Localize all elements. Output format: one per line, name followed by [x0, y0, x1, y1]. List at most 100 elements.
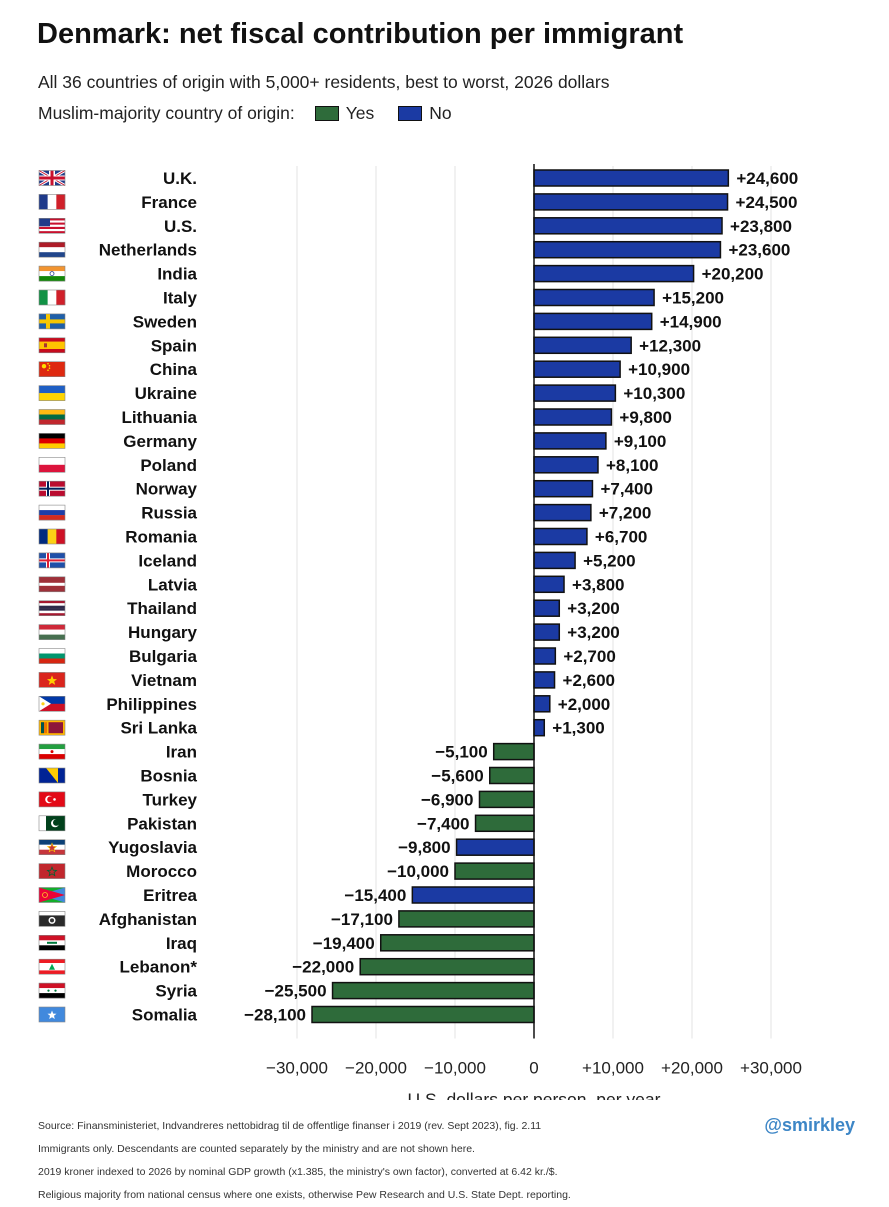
bar [398, 910, 535, 928]
value-label: +9,100 [614, 432, 666, 451]
spain-flag-icon [38, 337, 66, 354]
morocco-flag-icon [38, 863, 66, 879]
france-flag-icon [38, 194, 66, 210]
value-label: −10,000 [387, 862, 449, 881]
value-label: +20,200 [702, 265, 764, 284]
bar [533, 718, 546, 737]
value-label: −25,500 [265, 982, 327, 1001]
footer-notes: Source: Finansministeriet, Indvandreres … [38, 1115, 571, 1207]
bar [533, 456, 599, 474]
value-label: +12,300 [639, 336, 701, 355]
country-label: Poland [140, 456, 197, 475]
bar [533, 312, 653, 331]
value-label: +7,400 [600, 480, 652, 499]
footer-note-immigrants: Immigrants only. Descendants are counted… [38, 1143, 475, 1155]
sweden-flag-icon [38, 313, 66, 330]
romania-flag-icon [38, 528, 66, 545]
bar [474, 814, 535, 833]
legend: Muslim-majority country of origin: Yes N… [38, 103, 456, 124]
bulgaria-flag-icon [38, 648, 66, 664]
value-label: +23,800 [730, 217, 792, 236]
x-tick-label: −10,000 [424, 1058, 486, 1077]
country-label: Germany [123, 432, 197, 451]
value-label: +24,600 [736, 169, 798, 188]
country-label: France [141, 193, 197, 212]
country-label: Yugoslavia [108, 838, 197, 857]
bar [533, 384, 617, 402]
turkey-flag-icon [38, 791, 66, 808]
bosnia-flag-icon [38, 767, 66, 784]
bar [533, 503, 592, 522]
country-label: Norway [136, 480, 198, 499]
bar [533, 479, 594, 498]
latvia-flag-icon [38, 576, 66, 593]
value-label: +7,200 [599, 504, 651, 523]
value-label: +3,200 [567, 623, 619, 642]
country-label: Italy [163, 289, 198, 308]
eritrea-flag-icon [38, 887, 66, 903]
author-handle[interactable]: @smirkley [764, 1115, 855, 1135]
value-label: +10,900 [628, 360, 690, 379]
x-tick-label: 0 [529, 1058, 538, 1077]
country-label: Thailand [127, 599, 197, 618]
value-label: +14,900 [660, 312, 722, 331]
bar [478, 790, 535, 809]
value-label: −28,100 [244, 1006, 306, 1025]
bar [533, 671, 556, 689]
country-label: Hungary [128, 623, 198, 642]
bar [533, 240, 722, 259]
bar [533, 169, 730, 187]
country-label: Netherlands [99, 241, 197, 260]
country-label: Bulgaria [129, 647, 198, 666]
us-flag-icon [38, 217, 66, 234]
legend-no-label: No [429, 103, 452, 123]
value-label: +24,500 [736, 193, 798, 212]
norway-flag-icon [38, 480, 66, 497]
value-label: −5,100 [435, 743, 487, 762]
value-label: −17,100 [331, 910, 393, 929]
netherlands-flag-icon [38, 241, 66, 258]
yugoslavia-flag-icon [38, 839, 66, 856]
value-label: −7,400 [417, 814, 469, 833]
country-label: Iceland [138, 551, 197, 570]
x-tick-label: −30,000 [266, 1058, 328, 1077]
value-label: −22,000 [292, 958, 354, 977]
sri-lanka-flag-icon [38, 719, 66, 736]
value-label: +3,800 [572, 575, 624, 594]
syria-flag-icon [38, 982, 66, 999]
value-label: +5,200 [583, 551, 635, 570]
value-label: −6,900 [421, 790, 473, 809]
country-label: Russia [141, 504, 197, 523]
legend-label: Muslim-majority country of origin: [38, 103, 295, 123]
bar [331, 981, 535, 1000]
bar [533, 575, 565, 594]
bar [533, 264, 695, 283]
country-label: Somalia [132, 1006, 198, 1025]
country-label: Philippines [106, 695, 197, 714]
country-label: India [157, 265, 197, 284]
legend-yes-label: Yes [345, 103, 375, 123]
bar [455, 838, 535, 856]
thailand-flag-icon [38, 600, 66, 617]
value-label: +8,100 [606, 456, 658, 475]
bar [533, 288, 655, 307]
bar [533, 551, 576, 570]
country-label: Lithuania [121, 408, 197, 427]
country-label: Lebanon* [120, 958, 198, 977]
value-label: −15,400 [344, 886, 406, 905]
bar [533, 623, 561, 641]
country-label: China [150, 360, 198, 379]
lebanon-flag-icon [38, 958, 66, 975]
afghanistan-flag-icon [38, 911, 66, 927]
country-label: Romania [125, 528, 197, 547]
x-tick-label: +10,000 [582, 1058, 644, 1077]
bar [533, 695, 551, 713]
country-label: Eritrea [143, 886, 197, 905]
value-label: +3,200 [567, 599, 619, 618]
pakistan-flag-icon [38, 815, 66, 832]
legend-swatch-yes [314, 106, 339, 121]
bar [489, 766, 535, 785]
vietnam-flag-icon [38, 672, 66, 688]
bar [533, 408, 613, 426]
x-axis-label: U.S. dollars per person, per year [408, 1089, 661, 1100]
